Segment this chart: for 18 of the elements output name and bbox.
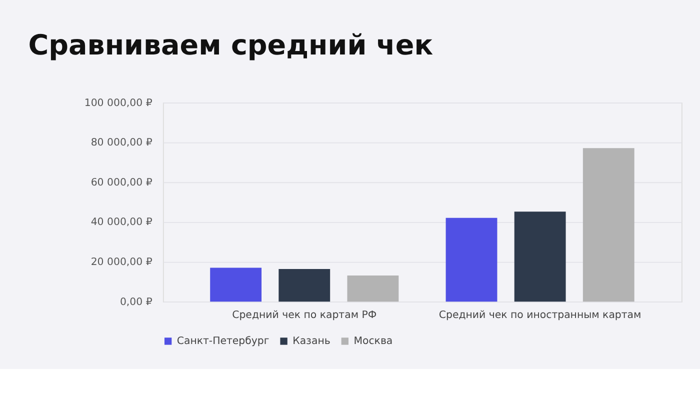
y-tick-label: 40 000,00 ₽	[90, 217, 153, 228]
legend-label: Казань	[292, 336, 330, 347]
y-tick-label: 20 000,00 ₽	[90, 257, 153, 268]
bar	[514, 212, 566, 302]
bar	[210, 268, 262, 302]
y-tick-label: 60 000,00 ₽	[90, 177, 153, 188]
legend-label: Санкт-Петербург	[176, 336, 270, 347]
legend-label: Москва	[354, 336, 393, 347]
bar	[582, 148, 634, 302]
chart-title: Сравниваем средний чек	[28, 28, 434, 62]
bar	[278, 268, 330, 302]
bar	[347, 276, 399, 302]
y-tick-label: 80 000,00 ₽	[90, 138, 153, 149]
y-tick-label: 100 000,00 ₽	[84, 98, 153, 109]
y-tick-label: 0,00 ₽	[120, 296, 153, 308]
x-tick-label: Средний чек по иностранным картам	[438, 310, 642, 321]
bar	[446, 218, 498, 302]
x-tick-label: Средний чек по картам РФ	[232, 310, 377, 321]
